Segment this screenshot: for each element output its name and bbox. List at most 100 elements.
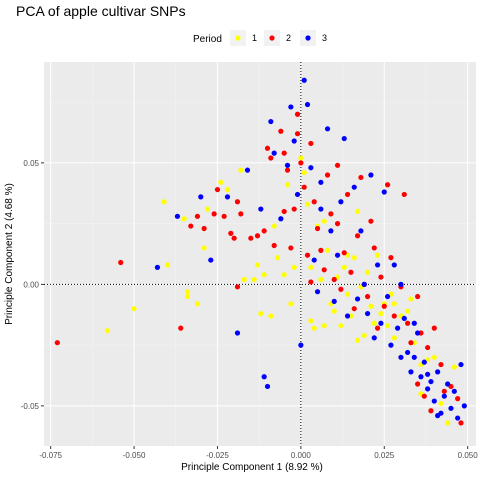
data-point-period-3 — [388, 342, 394, 348]
data-point-period-1 — [405, 308, 411, 314]
data-point-period-2 — [431, 325, 437, 331]
data-point-period-2 — [378, 274, 384, 280]
data-point-period-2 — [278, 128, 284, 134]
data-point-period-2 — [308, 140, 314, 147]
data-point-period-2 — [348, 269, 354, 275]
data-point-period-3 — [318, 179, 324, 185]
data-point-period-1 — [408, 296, 414, 302]
data-point-period-3 — [435, 369, 441, 375]
legend-label-2: 2 — [286, 33, 291, 43]
data-point-period-3 — [428, 378, 434, 385]
data-point-period-3 — [361, 281, 367, 287]
data-point-period-1 — [301, 169, 307, 176]
data-point-period-1 — [384, 323, 391, 329]
data-point-period-1 — [438, 400, 444, 407]
data-point-period-3 — [448, 405, 454, 411]
data-point-period-1 — [431, 354, 437, 360]
data-point-period-2 — [344, 191, 351, 198]
data-point-period-3 — [364, 310, 371, 317]
data-point-period-1 — [451, 364, 457, 370]
data-point-period-1 — [218, 179, 224, 185]
data-point-period-3 — [244, 167, 251, 173]
data-point-period-1 — [321, 323, 327, 329]
data-point-period-3 — [368, 172, 374, 178]
data-point-period-1 — [344, 291, 351, 297]
data-point-period-2 — [415, 293, 421, 300]
data-point-period-2 — [425, 344, 431, 351]
legend-label-1: 1 — [252, 33, 257, 43]
data-point-period-1 — [164, 262, 171, 268]
data-point-period-1 — [371, 320, 377, 326]
data-point-period-1 — [304, 201, 311, 207]
data-point-period-2 — [328, 211, 334, 217]
data-point-period-1 — [288, 301, 294, 307]
legend: Period 1 2 3 — [193, 30, 327, 46]
data-point-period-2 — [188, 223, 194, 229]
data-point-period-2 — [458, 420, 464, 426]
data-point-period-1 — [184, 293, 191, 300]
data-point-period-2 — [341, 250, 347, 256]
data-point-period-3 — [398, 354, 404, 360]
panel-background — [44, 62, 476, 446]
y-tick-label: -0.05 — [21, 402, 40, 411]
data-point-period-2 — [308, 279, 314, 285]
data-point-period-1 — [308, 318, 314, 324]
data-point-period-1 — [271, 223, 277, 229]
data-point-period-2 — [311, 199, 317, 205]
x-axis: -0.075 -0.050 -0.025 0.000 0.025 0.050 — [39, 446, 478, 460]
data-point-period-3 — [411, 320, 417, 326]
data-point-period-3 — [271, 150, 277, 156]
data-point-period-2 — [291, 206, 297, 212]
data-point-period-1 — [274, 255, 281, 261]
data-point-period-1 — [364, 269, 371, 275]
data-point-period-3 — [435, 413, 441, 419]
data-point-period-2 — [298, 160, 304, 166]
legend-swatch-1 — [235, 35, 241, 41]
data-point-period-3 — [268, 118, 274, 125]
data-point-period-3 — [294, 191, 301, 198]
data-point-period-2 — [281, 208, 287, 215]
data-point-period-2 — [388, 255, 394, 261]
data-point-period-3 — [391, 262, 397, 268]
data-point-period-3 — [408, 369, 414, 375]
data-point-period-1 — [224, 186, 231, 193]
data-point-period-3 — [455, 415, 461, 421]
y-axis: -0.05 0.00 0.05 — [21, 159, 44, 411]
data-point-period-3 — [431, 398, 437, 404]
data-point-period-2 — [228, 230, 234, 236]
x-tick-label: -0.025 — [206, 451, 229, 460]
data-point-period-3 — [381, 189, 387, 195]
data-point-period-3 — [401, 315, 407, 322]
data-point-period-2 — [268, 155, 274, 161]
data-point-period-1 — [254, 262, 261, 268]
data-point-period-3 — [374, 262, 381, 268]
data-point-period-2 — [324, 172, 331, 178]
data-point-period-2 — [334, 221, 341, 227]
data-point-period-2 — [54, 340, 60, 346]
data-point-period-3 — [418, 374, 424, 380]
data-point-period-2 — [264, 145, 271, 151]
data-point-period-3 — [308, 165, 314, 171]
data-point-period-2 — [178, 325, 184, 331]
data-point-period-3 — [411, 354, 417, 360]
data-point-period-3 — [298, 342, 304, 348]
data-point-period-2 — [334, 162, 341, 168]
data-point-period-3 — [441, 393, 447, 399]
data-point-period-2 — [238, 211, 244, 217]
data-point-period-2 — [441, 388, 447, 394]
data-point-period-1 — [241, 276, 247, 283]
data-point-period-1 — [354, 208, 361, 215]
data-point-period-1 — [298, 155, 304, 161]
y-tick-label: 0.00 — [23, 280, 39, 289]
data-point-period-3 — [278, 216, 284, 222]
data-point-period-3 — [288, 104, 294, 110]
data-point-period-1 — [311, 325, 317, 331]
data-point-period-2 — [301, 184, 307, 190]
data-point-period-3 — [154, 264, 161, 270]
data-point-period-1 — [184, 289, 191, 295]
data-point-period-1 — [318, 276, 324, 283]
data-point-period-3 — [344, 313, 351, 319]
data-point-period-1 — [324, 247, 331, 253]
data-point-period-2 — [455, 396, 461, 402]
data-point-period-2 — [405, 320, 411, 326]
